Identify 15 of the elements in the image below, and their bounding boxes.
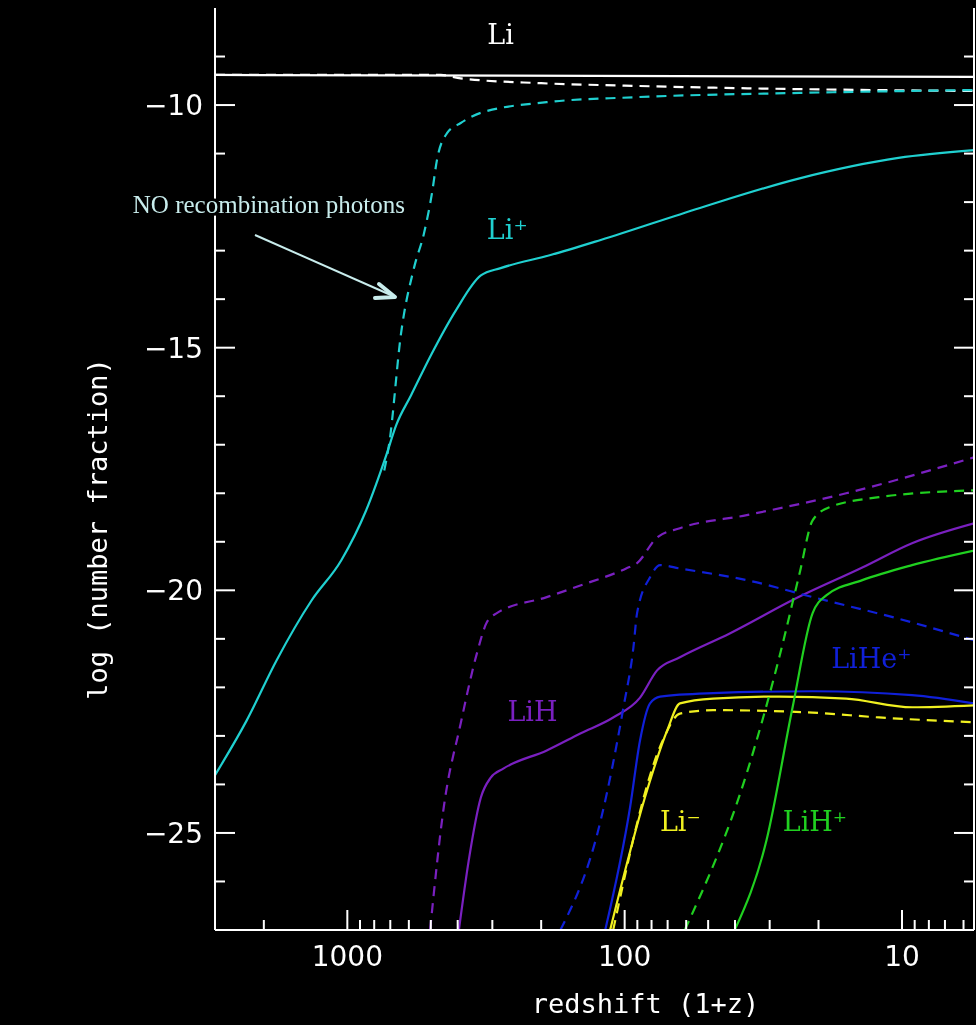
- series-label: LiH: [507, 696, 558, 728]
- y-tick-label: −15: [143, 331, 203, 365]
- x-tick-label: 1000: [311, 940, 383, 973]
- x-tick-label: 100: [597, 940, 652, 973]
- series-label: Li: [487, 19, 515, 51]
- x-axis-title: redshift (1+z): [531, 988, 760, 1019]
- series-label: LiH⁺: [782, 805, 848, 837]
- y-tick-label: −20: [143, 574, 203, 608]
- y-tick-label: −10: [143, 89, 203, 123]
- y-tick-label: −25: [143, 816, 203, 850]
- series-label: LiHe⁺: [831, 642, 912, 674]
- series-label: Li⁻: [659, 805, 701, 837]
- x-tick-label: 10: [884, 940, 920, 973]
- y-axis-title: log (number fraction): [82, 358, 113, 700]
- series-label: Li⁺: [486, 213, 528, 245]
